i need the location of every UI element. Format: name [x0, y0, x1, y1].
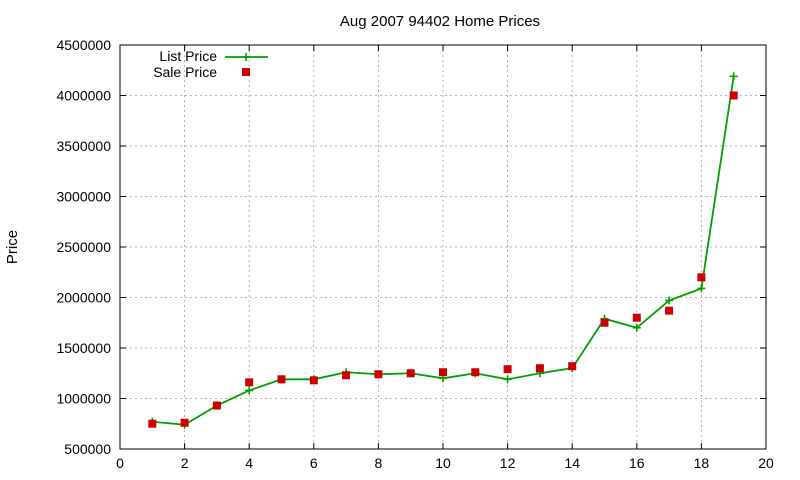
x-tick-label: 16 — [629, 455, 645, 471]
sale-price-point — [665, 306, 674, 315]
y-axis-label: Price — [4, 230, 21, 264]
sale-price-point — [374, 370, 383, 379]
list-price-point — [697, 284, 706, 293]
sale-price-point — [148, 419, 157, 428]
sale-price-point — [212, 401, 221, 410]
list-price-point — [245, 386, 254, 395]
sale-price-point — [277, 375, 286, 384]
y-tick-label: 1500000 — [56, 340, 111, 356]
x-tick-label: 10 — [435, 455, 451, 471]
sale-price-point — [245, 378, 254, 387]
sale-price-point — [309, 376, 318, 385]
list-price-point — [632, 323, 641, 332]
y-tick-label: 3500000 — [56, 138, 111, 154]
y-tick-label: 4000000 — [56, 88, 111, 104]
y-tick-label: 2000000 — [56, 290, 111, 306]
plot-area-frame — [119, 44, 767, 450]
x-tick-label: 8 — [375, 455, 383, 471]
list-price-point — [665, 296, 674, 305]
y-tick-label: 2500000 — [56, 239, 111, 255]
sale-price-point — [439, 368, 447, 377]
sale-price-point — [697, 273, 706, 282]
sale-price-point — [632, 313, 641, 322]
legend-swatch-sale-price — [242, 68, 250, 76]
x-tick-label: 4 — [245, 455, 253, 471]
x-tick-label: 2 — [181, 455, 189, 471]
y-tick-label: 3000000 — [56, 189, 111, 205]
grid — [120, 45, 766, 449]
x-tick-label: 6 — [310, 455, 318, 471]
sale-price-point — [471, 368, 480, 377]
x-tick-label: 18 — [694, 455, 710, 471]
y-tick-label: 1000000 — [56, 391, 111, 407]
x-tick-label: 0 — [116, 455, 124, 471]
x-tick-label: 20 — [758, 455, 774, 471]
sale-price-point — [342, 371, 351, 380]
y-tick-label: 4500000 — [56, 37, 111, 53]
sale-price-point — [535, 364, 544, 373]
legend: List Price Sale Price — [153, 48, 268, 80]
legend-swatches — [225, 53, 268, 76]
list-price-point — [503, 375, 512, 384]
sale-price-point — [729, 91, 738, 100]
sale-price-point — [406, 369, 415, 378]
series-sale-price — [148, 91, 738, 428]
sale-price-point — [568, 362, 577, 371]
x-tick-label: 14 — [564, 455, 580, 471]
list-price-point — [729, 72, 738, 81]
sale-price-point — [600, 318, 609, 327]
x-tick-label: 12 — [500, 455, 516, 471]
legend-label-sale-price: Sale Price — [153, 64, 217, 80]
sale-price-point — [503, 365, 512, 374]
series-layer — [148, 72, 738, 429]
legend-label-list-price: List Price — [159, 48, 217, 64]
sale-price-point — [180, 418, 189, 427]
legend-swatch-list-price-marker — [242, 53, 250, 61]
chart-title: Aug 2007 94402 Home Prices — [340, 13, 540, 30]
y-tick-label: 500000 — [64, 441, 111, 457]
axis-ticks: 0 2 4 6 8 10 12 14 16 18 20 500000 1000000 1500000 200… — [56, 37, 774, 471]
